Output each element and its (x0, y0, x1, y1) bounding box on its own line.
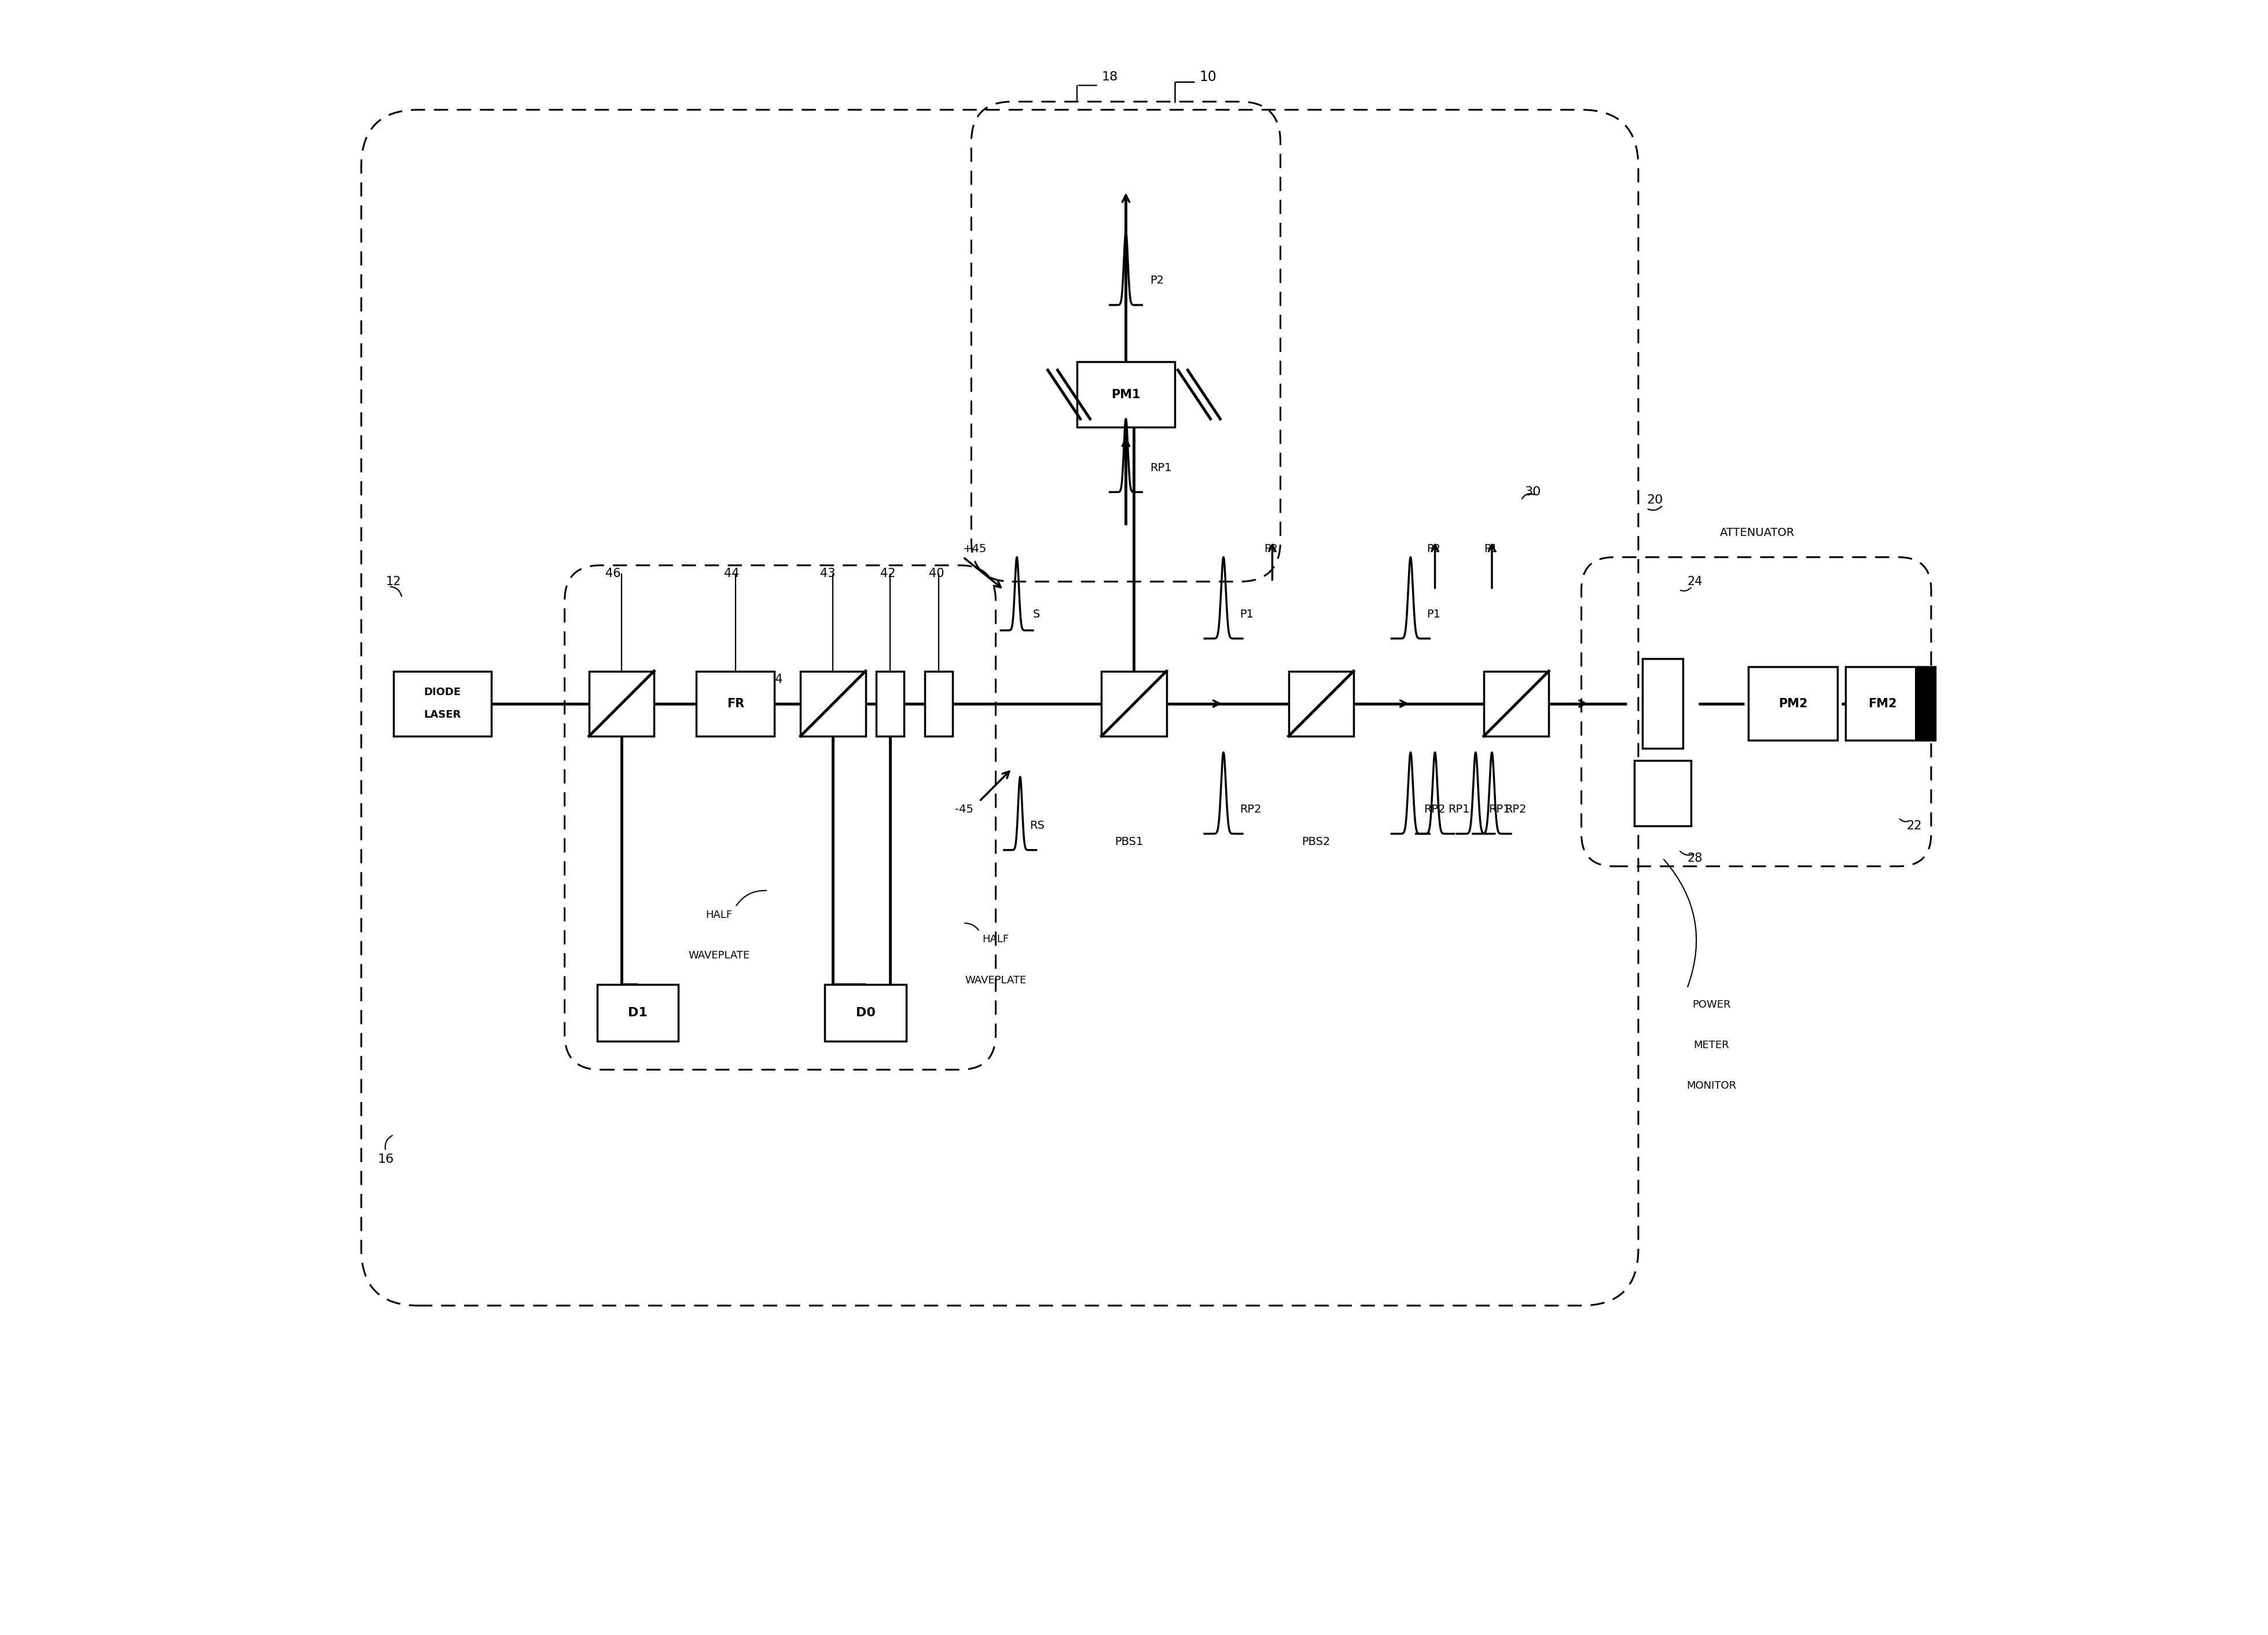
Text: HALF: HALF (705, 911, 733, 921)
Bar (801, 670, 866, 736)
Text: P2: P2 (1263, 543, 1279, 554)
Text: RP2: RP2 (1424, 804, 1445, 814)
Text: MONITOR: MONITOR (1687, 1081, 1737, 1091)
Text: 28: 28 (1687, 852, 1703, 863)
Bar (1846, 667, 1935, 741)
Bar (925, 670, 953, 736)
Text: P1: P1 (1241, 608, 1254, 620)
Text: WAVEPLATE: WAVEPLATE (964, 974, 1027, 986)
Text: 10: 10 (1200, 70, 1216, 83)
Bar (1077, 361, 1175, 427)
Text: PBS2: PBS2 (1302, 837, 1329, 847)
Bar (596, 984, 678, 1041)
Text: -45: -45 (955, 804, 973, 814)
Text: D0: D0 (855, 1007, 875, 1019)
Text: 14: 14 (769, 674, 782, 685)
Bar (1102, 670, 1166, 736)
Text: PM1: PM1 (1111, 389, 1141, 401)
Text: 44: 44 (723, 567, 739, 579)
Bar (1749, 667, 1837, 741)
Text: 24: 24 (1687, 576, 1703, 587)
Text: DIODE: DIODE (424, 687, 460, 698)
Text: FR: FR (726, 698, 744, 710)
Bar (395, 670, 492, 736)
Text: 12: 12 (386, 576, 401, 587)
Text: 42: 42 (880, 567, 896, 579)
Bar (590, 670, 653, 736)
Text: 30: 30 (1524, 486, 1540, 499)
Text: 46: 46 (606, 567, 621, 579)
Text: 40: 40 (930, 567, 943, 579)
Text: METER: METER (1694, 1040, 1730, 1050)
Text: HALF: HALF (982, 934, 1009, 945)
Text: P1: P1 (1427, 608, 1440, 620)
Bar (1483, 670, 1549, 736)
Bar (1635, 760, 1692, 826)
Text: 22: 22 (1907, 819, 1921, 832)
Text: POWER: POWER (1692, 999, 1730, 1010)
Text: RP1: RP1 (1150, 463, 1173, 473)
Text: WAVEPLATE: WAVEPLATE (689, 950, 751, 961)
Text: FM2: FM2 (1869, 698, 1896, 710)
Text: LASER: LASER (424, 710, 460, 719)
Text: +45: +45 (964, 543, 987, 554)
Text: 18: 18 (1102, 72, 1118, 83)
Text: RP2: RP2 (1506, 804, 1526, 814)
Text: S: S (1034, 608, 1041, 620)
Text: ATTENUATOR: ATTENUATOR (1719, 526, 1794, 538)
Text: P2: P2 (1427, 543, 1440, 554)
Text: 20: 20 (1647, 494, 1662, 505)
Bar (1288, 670, 1354, 736)
Text: RP1: RP1 (1488, 804, 1510, 814)
Text: 16: 16 (376, 1153, 395, 1166)
Bar (696, 670, 773, 736)
Text: RS: RS (1030, 821, 1046, 831)
Text: P2: P2 (1150, 275, 1163, 286)
Text: P1: P1 (1483, 543, 1497, 554)
Text: RP2: RP2 (1241, 804, 1261, 814)
Text: PBS1: PBS1 (1114, 837, 1143, 847)
Text: RP1: RP1 (1447, 804, 1470, 814)
Bar (1642, 659, 1683, 749)
Text: D1: D1 (628, 1007, 649, 1019)
Bar (1914, 667, 1935, 741)
Text: PM2: PM2 (1778, 698, 1808, 710)
Bar (875, 670, 905, 736)
Bar (826, 984, 907, 1041)
Text: 43: 43 (821, 567, 835, 579)
